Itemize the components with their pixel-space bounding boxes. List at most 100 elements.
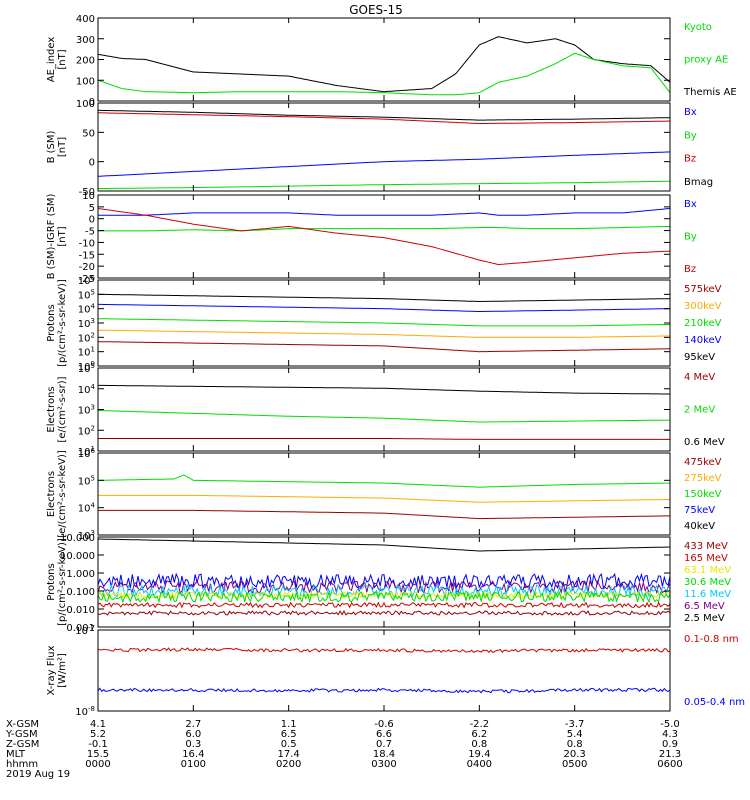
panel-frame <box>97 629 671 712</box>
footer-cell: 20.3 <box>564 749 586 760</box>
series-line-orange <box>98 494 670 503</box>
legend-label: 210keV <box>684 318 722 329</box>
footer-cell: 0000 <box>85 759 110 770</box>
y-axis-label: AE_index[nT] <box>46 37 68 83</box>
panel-frame <box>97 452 671 536</box>
footer-row-label: Y-GSM <box>5 729 38 740</box>
legend-label: 0.6 MeV <box>684 437 725 448</box>
y-tick-label: 400 <box>76 14 95 25</box>
legend-label: 6.5 MeV <box>684 601 725 612</box>
panel-7: 10.000 10.000 1.000 0.100 0.010 0.001Protons[… <box>46 533 731 634</box>
footer-cell: 19.4 <box>468 749 490 760</box>
series-line-green <box>98 318 671 327</box>
legend-label: Themis AE <box>683 87 737 98</box>
y-tick-label: 10-7 <box>75 624 95 637</box>
footer-cell: 15.5 <box>87 749 109 760</box>
legend-label: 475keV <box>684 457 722 468</box>
legend-label: 2.5 MeV <box>684 613 725 624</box>
y-axis-label: Protons[p/(cm²-s-sr-keV)] <box>46 279 68 367</box>
legend-label: Bz <box>684 264 696 275</box>
legend-label: 4 MeV <box>684 372 715 383</box>
y-tick-label: 0.010 <box>66 605 95 616</box>
y-tick-label: 0 <box>89 97 95 108</box>
y-tick-label: 102 <box>78 331 95 344</box>
y-tick-label: -25 <box>79 274 95 285</box>
y-tick-label: 5 <box>89 203 95 214</box>
y-tick-label: 105 <box>78 288 95 301</box>
footer-cell: 0.8 <box>567 739 583 750</box>
footer-cell: 0200 <box>276 759 301 770</box>
footer-cell: 16.4 <box>182 749 204 760</box>
footer-cell: 0500 <box>562 759 587 770</box>
footer-cell: 6.2 <box>471 729 487 740</box>
y-tick-label: 100 <box>76 76 95 87</box>
y-tick-label: 102 <box>78 424 95 437</box>
footer-cell: 6.0 <box>185 729 201 740</box>
y-tick-label: 0.100 <box>66 587 95 598</box>
legend-label: 95keV <box>684 352 715 363</box>
series-line-blue <box>98 303 670 312</box>
footer-cell: -3.7 <box>565 719 585 730</box>
panel-8: 10-7 10-8 X-ray Flux[W/m²] 0.1-0.8 nm 0.05-0… <box>46 624 745 718</box>
series-line-darkred <box>97 341 670 353</box>
footer-cell: 4.1 <box>90 719 106 730</box>
footer-cell: 5.4 <box>567 729 583 740</box>
y-tick-label: 200 <box>76 56 95 67</box>
footer-cell: 0.7 <box>376 739 392 750</box>
footer-cell: -0.6 <box>374 719 394 730</box>
series-line-blue <box>98 208 671 216</box>
y-tick-label: 104 <box>78 383 96 396</box>
footer-cell: 6.5 <box>281 729 297 740</box>
panel-2: 100 50 0 -50 B (SM)[nT] Bx By Bz Bmag <box>46 99 713 198</box>
y-tick-label: 103 <box>78 317 95 330</box>
y-tick-label: 300 <box>76 35 95 46</box>
panel-frame <box>97 194 671 279</box>
y-tick-label: 103 <box>78 404 95 417</box>
series-line-green <box>98 474 670 488</box>
series-line-darkred <box>98 509 670 520</box>
series-line-green <box>97 52 671 96</box>
y-axis-label: Electrons[e/(cm²-s-sr-keV)] <box>46 450 68 538</box>
footer-cell: 1.1 <box>281 719 297 730</box>
y-tick-label: 10-8 <box>75 705 95 718</box>
legend-label: 575keV <box>684 284 722 295</box>
footer-row-label: hhmm <box>6 759 38 770</box>
y-axis-label: X-ray Flux[W/m²] <box>46 645 68 695</box>
date-label: 2019 Aug 19 <box>6 769 70 780</box>
y-tick-label: 0 <box>89 215 95 226</box>
legend-label: 2 MeV <box>684 405 715 416</box>
y-tick-label: 10.000 <box>60 551 95 562</box>
series-line-black <box>98 384 671 395</box>
footer-cell: 0600 <box>657 759 682 770</box>
legend-label: 140keV <box>684 335 722 346</box>
footer-row-label: MLT <box>6 749 26 760</box>
y-tick-label: 106 <box>78 447 96 460</box>
y-tick-label: -50 <box>79 187 95 198</box>
y-axis-label: Protons[p/(cm²-s-sr-keV)] <box>46 538 68 626</box>
footer-row-label: X-GSM <box>6 719 39 730</box>
legend-label: 0.05-0.4 nm <box>684 697 745 708</box>
series-line-blue <box>97 687 671 694</box>
figure-title: GOES-15 <box>349 3 403 17</box>
series-line-green <box>97 590 671 604</box>
footer-cell: 0.8 <box>471 739 487 750</box>
footer-cell: 0100 <box>181 759 206 770</box>
y-tick-label: 10 <box>82 191 95 202</box>
legend-label: proxy AE <box>684 55 728 66</box>
series-line-darkred <box>97 610 671 616</box>
series-line-red <box>98 112 670 124</box>
series-line-black <box>97 36 671 93</box>
footer-cell: 0400 <box>467 759 492 770</box>
legend-label: 300keV <box>684 301 722 312</box>
y-tick-label: 10.000 <box>60 533 95 544</box>
y-axis-label: B (SM)[nT] <box>46 130 68 163</box>
legend-label: 433 MeV <box>684 541 728 552</box>
legend-label: 11.6 MeV <box>684 589 731 600</box>
